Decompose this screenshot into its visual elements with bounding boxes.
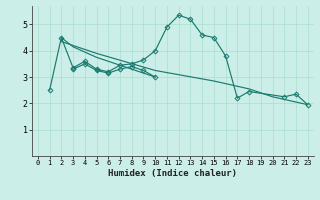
X-axis label: Humidex (Indice chaleur): Humidex (Indice chaleur) [108, 169, 237, 178]
